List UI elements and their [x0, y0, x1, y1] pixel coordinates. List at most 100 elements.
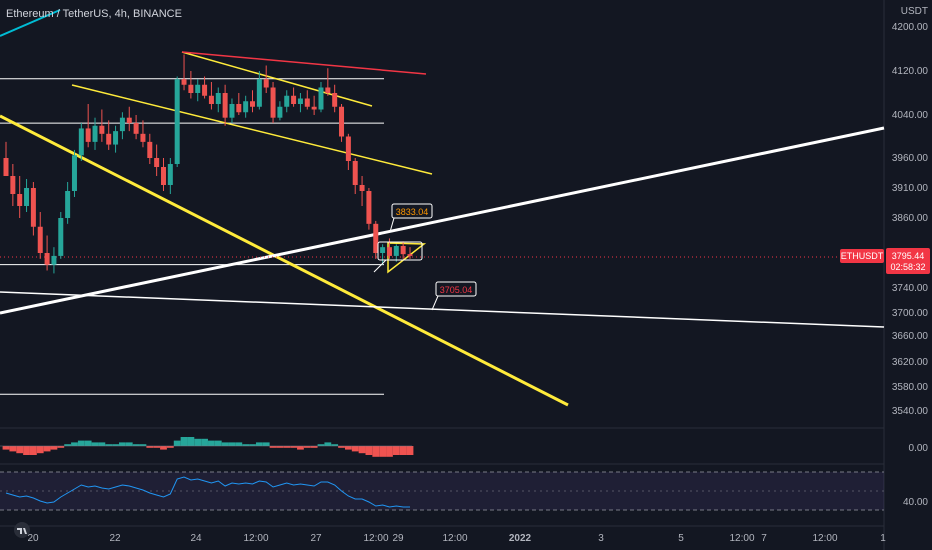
macd-bar	[310, 446, 318, 448]
candle-body	[208, 95, 214, 104]
macd-bar	[221, 442, 229, 446]
yellow-main-downtrend[interactable]	[0, 114, 569, 407]
chart-title: Ethereum / TetherUS, 4h, BINANCE	[6, 8, 182, 20]
time-tick-label: 1	[880, 533, 886, 544]
candle-body	[106, 133, 112, 145]
macd-bar	[119, 442, 126, 446]
macd-bar	[112, 444, 119, 446]
macd-bar	[331, 444, 339, 446]
price-tick-label: 3860.00	[892, 213, 929, 224]
time-tick-label: 20	[27, 533, 39, 544]
selection-pointer	[373, 259, 387, 273]
macd-bar	[125, 442, 133, 446]
candle-body	[181, 79, 187, 85]
red-resistance-line[interactable]	[181, 51, 427, 75]
candle-body	[195, 84, 201, 93]
candle-body	[229, 104, 235, 118]
time-tick-label: 12:00	[243, 533, 268, 544]
macd-bar	[91, 442, 99, 446]
yellow-channel-lower[interactable]	[71, 84, 433, 175]
horizontal-levels[interactable]	[0, 78, 384, 395]
time-tick-label: 12:00	[442, 533, 467, 544]
candle-body	[51, 255, 57, 265]
macd-bar	[29, 446, 37, 455]
macd-bar	[249, 444, 256, 446]
candle-body	[256, 79, 262, 107]
candle-body	[284, 95, 290, 107]
logo-glyph	[17, 528, 27, 534]
macd-bar	[105, 444, 113, 446]
macd-bar	[146, 446, 154, 448]
candle-body	[393, 246, 399, 256]
price-axis[interactable]: USDT 4200.00 4120.00 4040.00 3960.00 3910.00…	[885, 0, 932, 550]
candle-body	[339, 106, 345, 137]
rsi-axis-tick: 40.00	[903, 497, 928, 508]
time-tick-label: 12:00	[363, 533, 388, 544]
candle-body	[386, 247, 392, 256]
candle-body	[85, 128, 91, 142]
candle-body	[352, 161, 358, 185]
candle-body	[400, 246, 406, 255]
candle-body	[160, 167, 166, 185]
candle-body	[119, 117, 125, 132]
candle-body	[174, 79, 180, 164]
callout-box	[435, 281, 477, 297]
macd-bar	[187, 437, 195, 446]
macd-bar	[139, 444, 147, 446]
macd-bar	[297, 446, 304, 450]
macd-bar	[2, 446, 10, 450]
price-tick-label: 3580.00	[892, 382, 929, 393]
price-tick-label: 4040.00	[892, 110, 929, 121]
selection-box[interactable]	[377, 241, 423, 261]
symbol-name: Ethereum / TetherUS	[6, 8, 109, 20]
candle-body	[126, 117, 132, 124]
candle-body	[236, 104, 242, 113]
macd-bar	[77, 440, 85, 446]
candle-body	[147, 141, 153, 158]
candle-body	[65, 191, 71, 218]
macd-bar	[358, 446, 366, 454]
macd-bar	[23, 446, 30, 455]
candle-body	[243, 101, 249, 113]
time-tick-label: 2022	[509, 533, 532, 544]
macd-bar	[64, 444, 72, 446]
macd-histogram	[0, 437, 414, 457]
candle-body	[71, 155, 77, 191]
candle-body	[3, 158, 9, 176]
time-axis[interactable]: 20 22 24 12:00 27 12:00 29 12:00 2022 3 5 12:00 7 12:…	[27, 533, 886, 544]
macd-bar	[317, 444, 325, 446]
time-tick-label: 12:00	[812, 533, 837, 544]
macd-bar	[351, 446, 359, 452]
rsi-line	[5, 476, 410, 508]
candle-body	[277, 106, 283, 118]
macd-bar	[166, 446, 174, 448]
macd-bar	[132, 444, 140, 446]
white-descending-line[interactable]	[0, 291, 885, 328]
macd-bar	[290, 446, 297, 448]
yellow-channel-upper[interactable]	[181, 51, 373, 107]
callout-3705[interactable]: 3705.04	[431, 281, 477, 311]
macd-bar	[57, 446, 65, 448]
callout-3833[interactable]: 3833.04	[389, 203, 433, 233]
macd-bar	[235, 442, 243, 446]
time-tick-label: 24	[190, 533, 202, 544]
tradingview-logo[interactable]	[14, 522, 30, 538]
macd-bar	[201, 438, 208, 446]
white-ascending-line[interactable]	[0, 126, 885, 315]
macd-bar	[386, 446, 393, 457]
candle-body	[407, 254, 413, 256]
macd-bar	[160, 446, 167, 450]
exchange: BINANCE	[133, 8, 182, 20]
macd-bar	[228, 442, 236, 446]
macd-bar	[98, 442, 106, 446]
callout-box	[391, 203, 433, 219]
macd-bar	[399, 446, 407, 455]
cyan-trendline[interactable]	[0, 9, 61, 37]
macd-bar	[214, 440, 222, 446]
time-tick-label: 7	[761, 533, 767, 544]
macd-bar	[276, 446, 284, 448]
candlestick-series[interactable]	[3, 54, 413, 274]
price-tick-label: 3660.00	[892, 331, 929, 342]
candle-body	[304, 98, 310, 107]
